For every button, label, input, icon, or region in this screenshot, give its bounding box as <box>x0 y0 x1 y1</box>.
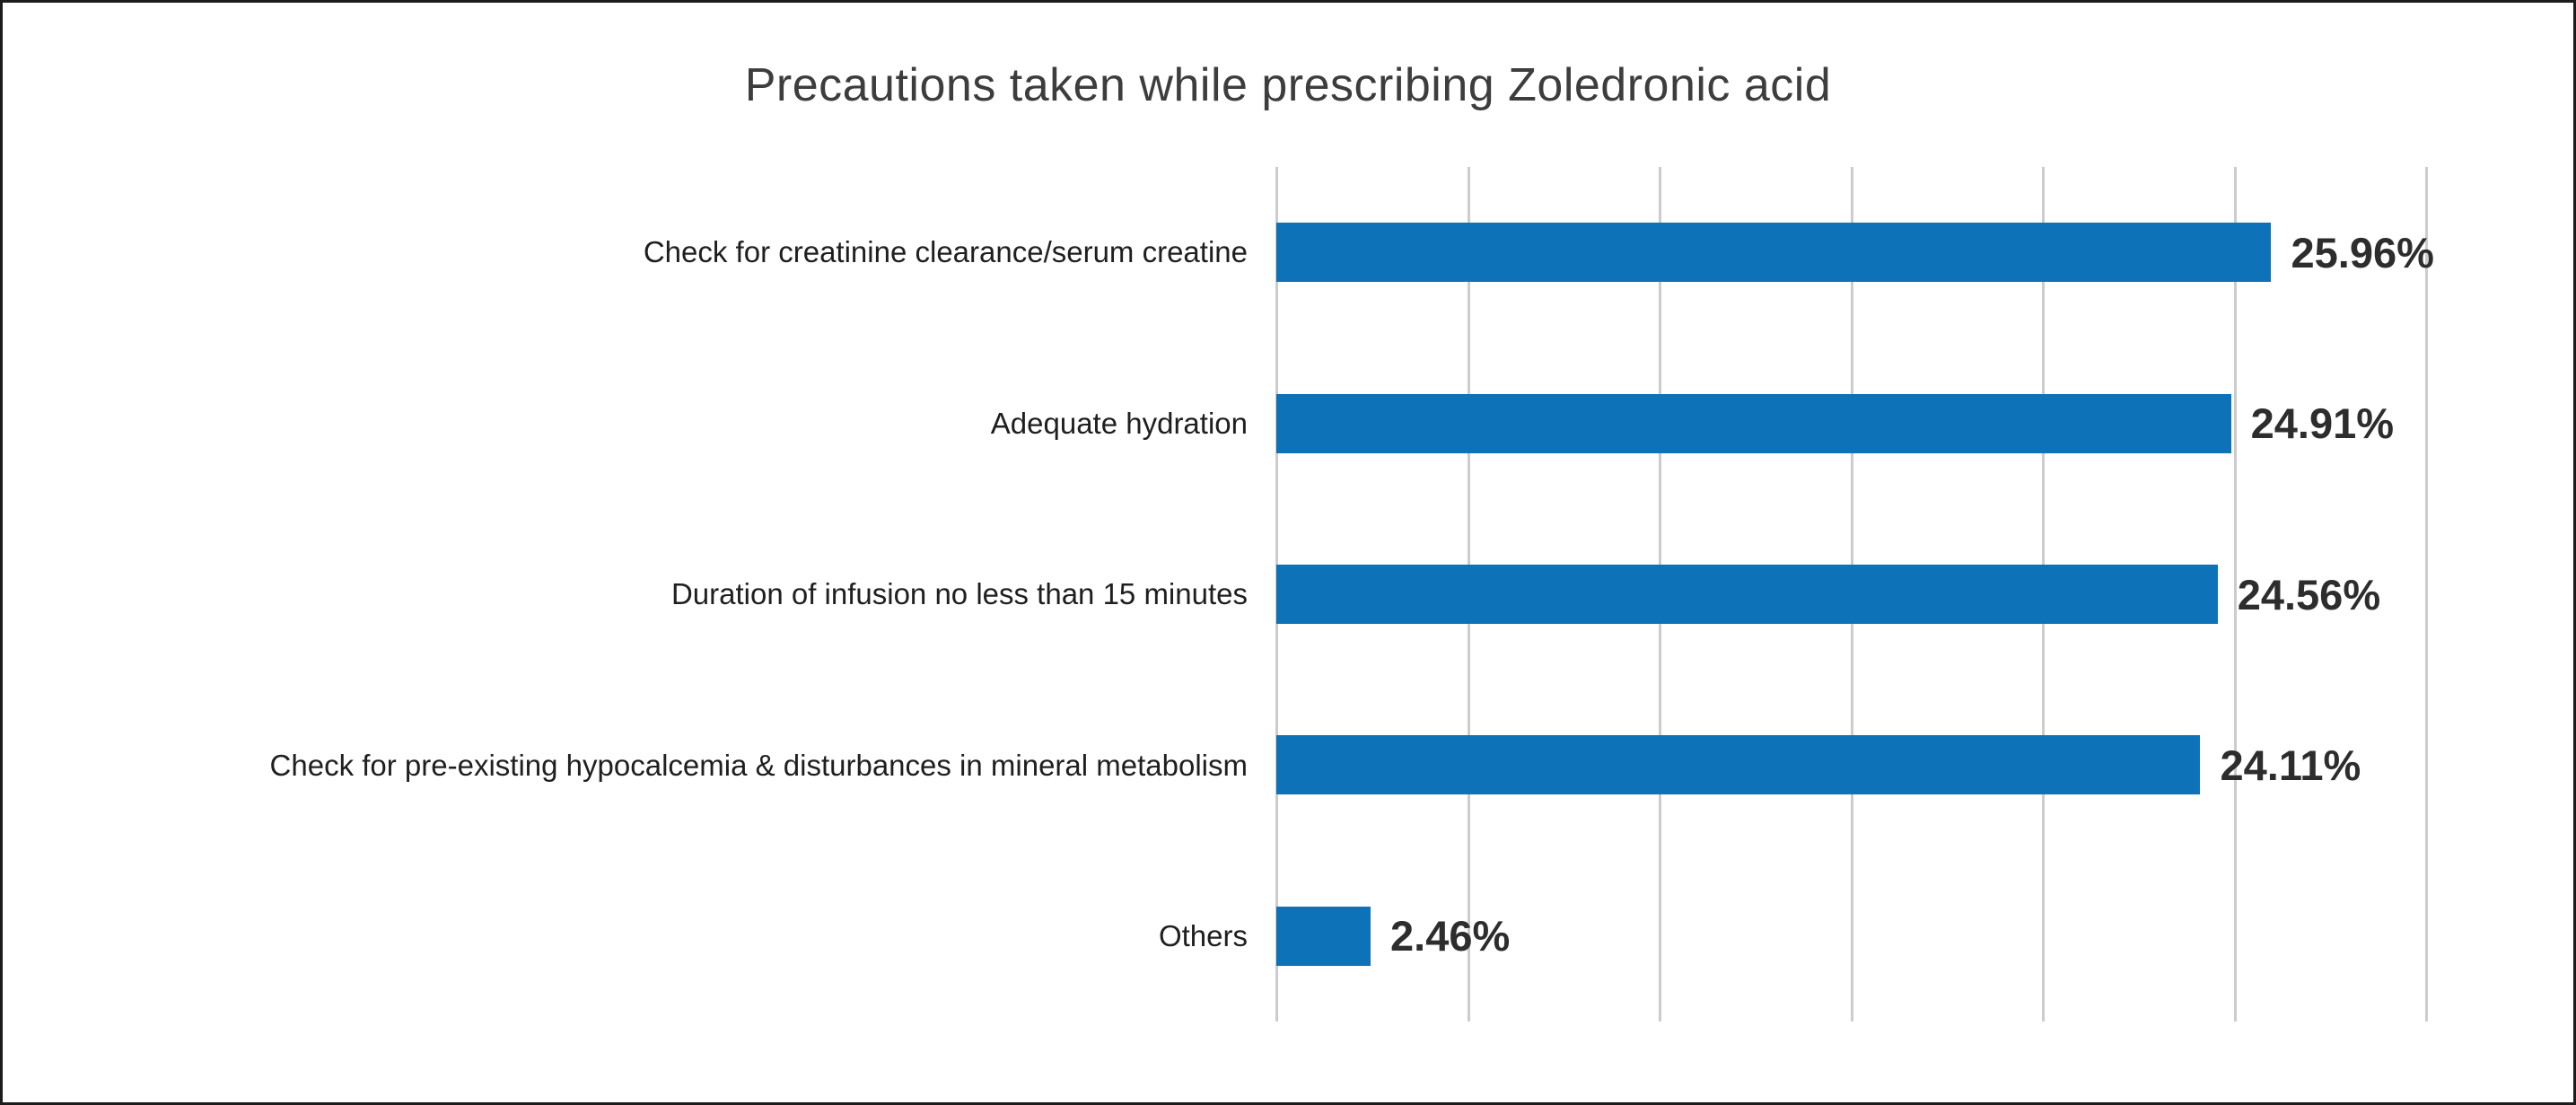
bar-track: 25.96% <box>1276 223 2434 283</box>
category-label: Duration of infusion no less than 15 min… <box>670 577 1248 611</box>
bar <box>1276 906 1371 966</box>
value-label: 25.96% <box>2291 228 2434 276</box>
value-label: 24.11% <box>2220 741 2361 789</box>
category-label: Others <box>1158 919 1248 953</box>
bar-track: 2.46% <box>1276 906 2426 966</box>
chart-row: Check for creatinine clearance/serum cre… <box>3 167 2573 338</box>
chart-title: Precautions taken while prescribing Zole… <box>744 59 1832 111</box>
category-label: Adequate hydration <box>990 406 1248 440</box>
bar-track: 24.56% <box>1276 565 2426 625</box>
value-label: 24.91% <box>2250 399 2395 448</box>
chart-row: Duration of infusion no less than 15 min… <box>3 509 2573 680</box>
chart-rows: Check for creatinine clearance/serum cre… <box>3 167 2573 1022</box>
value-label: 24.56% <box>2237 570 2381 618</box>
bar <box>1276 393 2231 453</box>
chart-row: Check for pre-existing hypocalcemia & di… <box>3 680 2573 850</box>
bar <box>1276 565 2218 625</box>
chart-row: Others 2.46% <box>3 851 2573 1022</box>
bar-track: 24.11% <box>1276 735 2426 795</box>
category-label: Check for creatinine clearance/serum cre… <box>643 235 1248 269</box>
bar <box>1276 223 2272 283</box>
category-label: Check for pre-existing hypocalcemia & di… <box>269 748 1248 782</box>
gridline <box>2233 167 2237 1022</box>
bar-track: 24.91% <box>1276 393 2426 453</box>
bar-chart: Check for creatinine clearance/serum cre… <box>3 167 2573 1022</box>
bar <box>1276 735 2201 795</box>
chart-row: Adequate hydration 24.91% <box>3 338 2573 508</box>
gridline <box>2425 167 2428 1022</box>
value-label: 2.46% <box>1390 912 1511 960</box>
